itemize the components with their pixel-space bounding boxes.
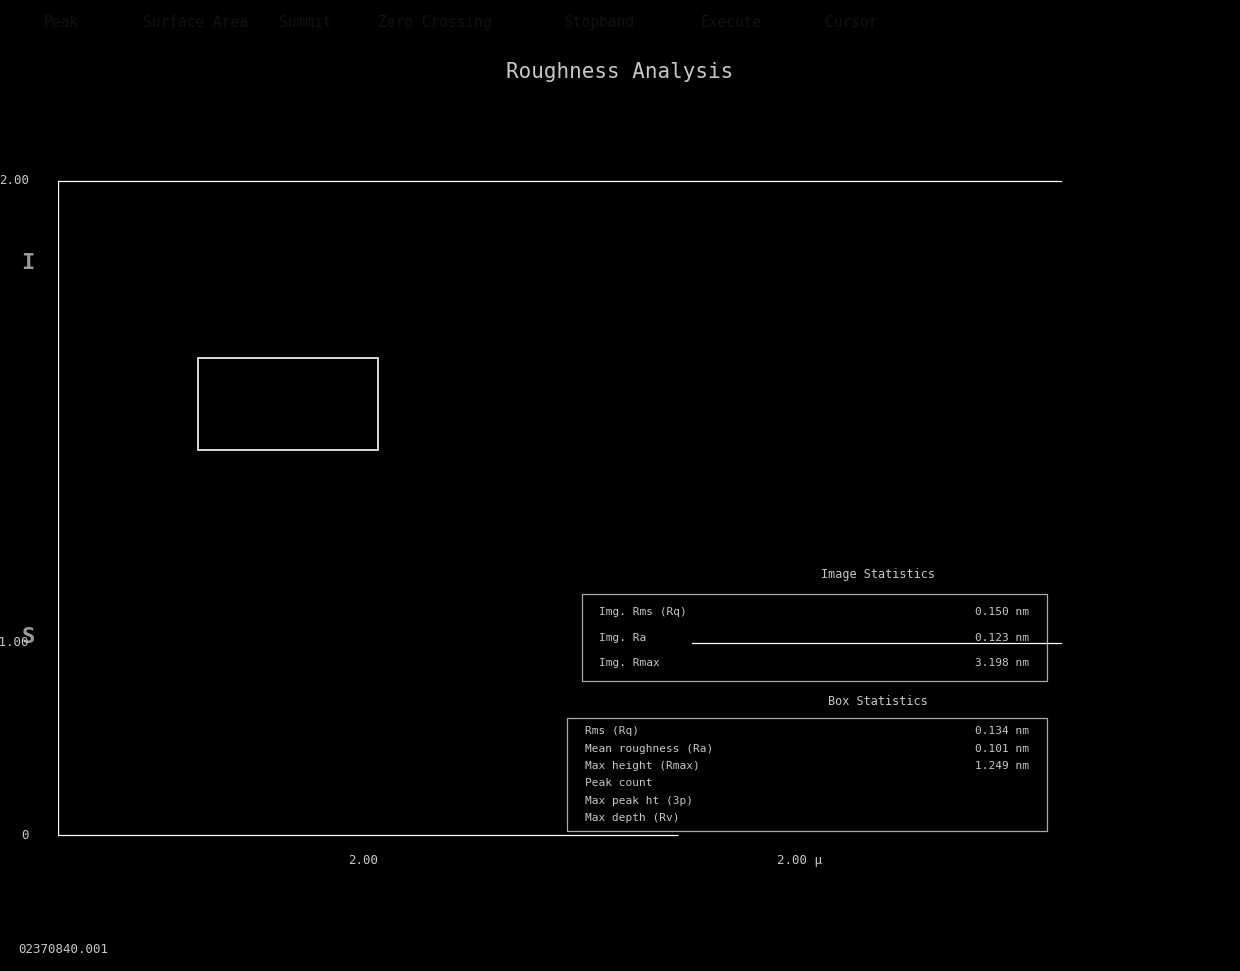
Text: 3.198 nm: 3.198 nm: [976, 657, 1029, 668]
Text: Zero Crossing: Zero Crossing: [378, 15, 492, 30]
Text: 0: 0: [22, 829, 30, 842]
Text: Max peak ht (3p): Max peak ht (3p): [584, 795, 693, 806]
Bar: [198, 358, 378, 451]
Text: 2.00: 2.00: [348, 854, 378, 867]
Text: Surface Area: Surface Area: [143, 15, 248, 30]
Text: Cursor: Cursor: [825, 15, 877, 30]
Text: Stopband: Stopband: [564, 15, 634, 30]
Text: Img. Rms (Rq): Img. Rms (Rq): [599, 608, 687, 618]
Text: Roughness Analysis: Roughness Analysis: [506, 62, 734, 82]
Text: I: I: [21, 253, 35, 273]
Text: Max depth (Rv): Max depth (Rv): [584, 813, 680, 822]
Text: -1.00: -1.00: [0, 636, 30, 650]
Bar: [567, 719, 1047, 831]
Text: Box Statistics: Box Statistics: [828, 694, 929, 708]
Text: Peak count: Peak count: [584, 778, 652, 788]
Text: Img. Rmax: Img. Rmax: [599, 657, 660, 668]
Text: 1.249 nm: 1.249 nm: [976, 761, 1029, 771]
Text: 0.123 nm: 0.123 nm: [976, 632, 1029, 643]
Text: Rms (Rq): Rms (Rq): [584, 726, 639, 736]
Text: 0.150 nm: 0.150 nm: [976, 608, 1029, 618]
Text: S: S: [21, 626, 35, 647]
Bar: [582, 593, 1047, 682]
Text: Summit: Summit: [279, 15, 331, 30]
Text: 2.00: 2.00: [0, 175, 30, 187]
Text: Img. Ra: Img. Ra: [599, 632, 646, 643]
Text: 0.134 nm: 0.134 nm: [976, 726, 1029, 736]
Text: Mean roughness (Ra): Mean roughness (Ra): [584, 744, 713, 753]
Text: 0.101 nm: 0.101 nm: [976, 744, 1029, 753]
Text: Peak: Peak: [43, 15, 78, 30]
Text: 2.00 µ: 2.00 µ: [777, 854, 822, 867]
Text: 02370840.001: 02370840.001: [19, 943, 109, 955]
Text: Image Statistics: Image Statistics: [821, 568, 935, 582]
Text: Max height (Rmax): Max height (Rmax): [584, 761, 699, 771]
Text: Execute: Execute: [701, 15, 761, 30]
